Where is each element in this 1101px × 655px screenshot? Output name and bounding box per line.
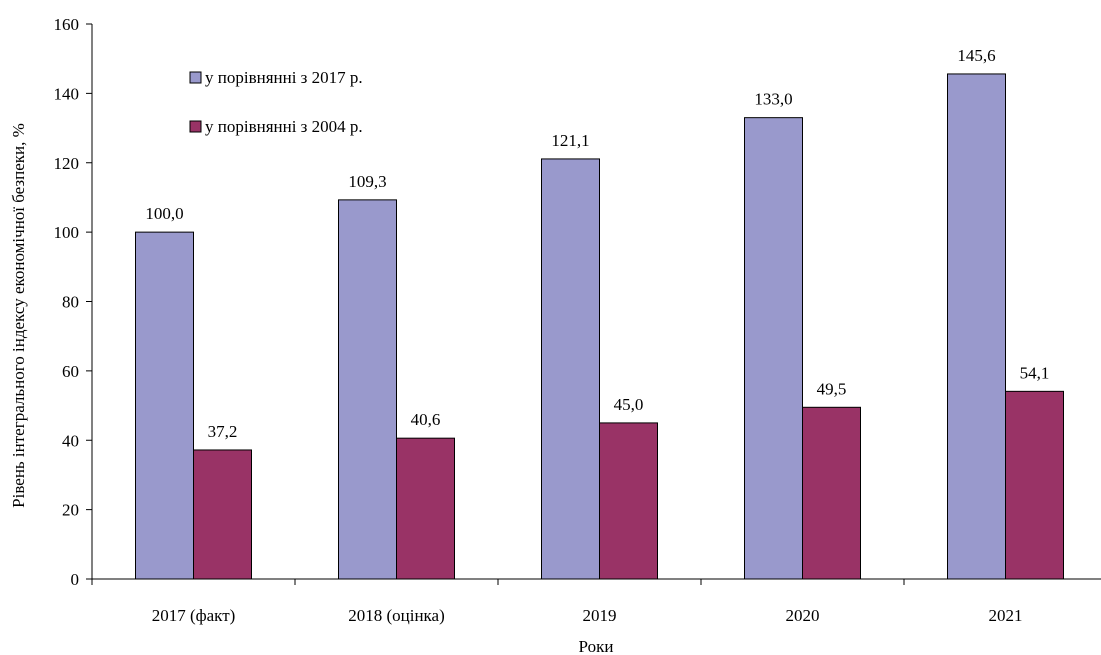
y-tick-label: 20 [62, 501, 79, 520]
x-tick-label: 2017 (факт) [152, 606, 236, 625]
data-label: 100,0 [145, 204, 183, 223]
data-labels: 100,0 109,3 121,1 133,0 145,6 37,2 40,6 45,0 49,… [145, 46, 1049, 441]
data-label: 109,3 [348, 172, 386, 191]
bar-series-2 [802, 406, 861, 580]
data-label: 49,5 [817, 379, 847, 398]
y-tick-label: 60 [62, 362, 79, 381]
bar-series-1 [338, 199, 397, 580]
data-label: 37,2 [208, 422, 238, 441]
x-tick-label: 2021 [989, 606, 1023, 625]
data-label: 45,0 [614, 395, 644, 414]
y-tick-label: 120 [54, 154, 80, 173]
bars [135, 73, 1064, 580]
data-label: 121,1 [551, 131, 589, 150]
legend-label: у порівнянні з 2004 р. [205, 117, 363, 136]
y-tick-label: 40 [62, 431, 79, 450]
bar-series-1 [135, 231, 194, 580]
y-tick-label: 100 [54, 223, 80, 242]
legend-swatch [189, 120, 202, 133]
y-tick-label: 140 [54, 84, 80, 103]
data-label: 133,0 [754, 90, 792, 109]
y-tick-label: 80 [62, 293, 79, 312]
x-tick-label: 2020 [786, 606, 820, 625]
y-tick-label: 0 [71, 570, 80, 589]
bar-series-1 [744, 117, 803, 580]
x-tick-label: 2019 [583, 606, 617, 625]
bar-series-2 [193, 449, 252, 580]
y-axis-label: Рівень інтегрального індексу економічної… [9, 123, 28, 508]
legend-label: у порівнянні з 2017 р. [205, 68, 363, 87]
bar-series-2 [396, 437, 455, 580]
y-axis-ticks: 0 20 40 60 80 100 120 140 160 [54, 15, 92, 589]
bar-series-1 [541, 158, 600, 580]
data-label: 40,6 [411, 410, 441, 429]
bar-series-2 [1005, 390, 1064, 580]
bar-series-1 [947, 73, 1006, 580]
x-axis-label: Роки [579, 637, 614, 655]
data-label: 54,1 [1020, 363, 1050, 382]
bar-series-2 [599, 422, 658, 580]
legend: у порівнянні з 2017 р. у порівнянні з 200… [189, 68, 363, 136]
y-tick-label: 160 [54, 15, 80, 34]
data-label: 145,6 [957, 46, 995, 65]
x-axis-ticks: 2017 (факт) 2018 (оцінка) 2019 2020 2021 [91, 579, 1023, 625]
x-tick-label: 2018 (оцінка) [348, 606, 445, 625]
legend-swatch [189, 71, 202, 84]
